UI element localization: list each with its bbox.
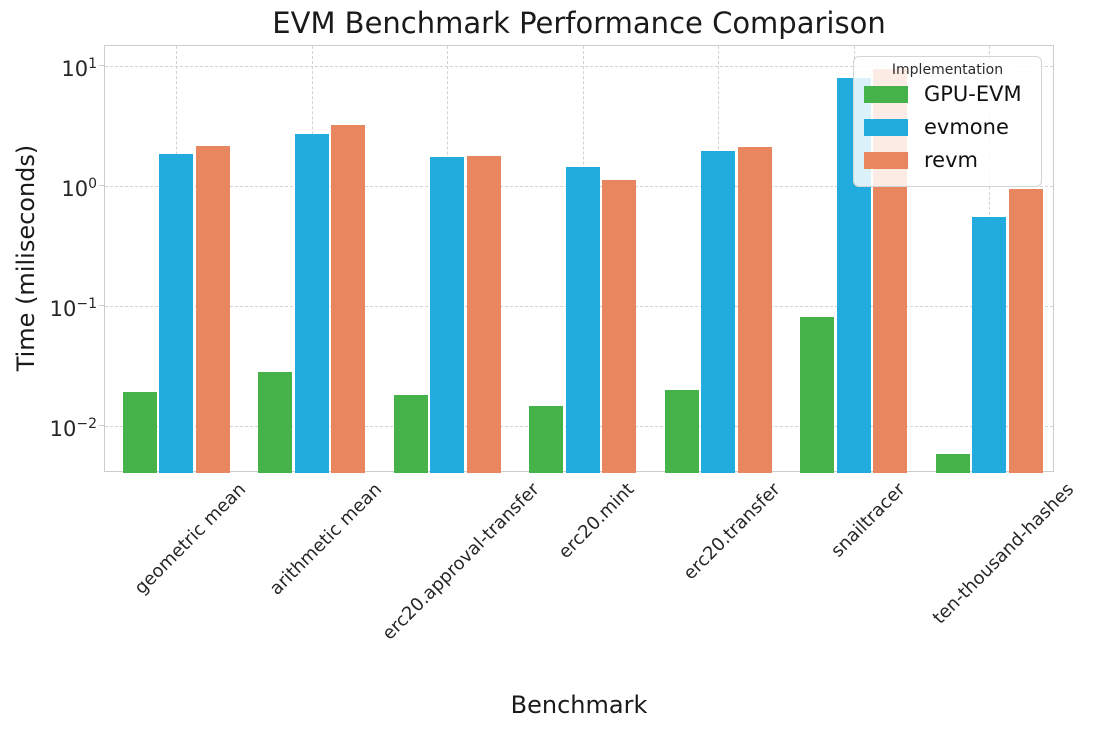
h-gridline (105, 66, 1053, 68)
y-tick-mark (99, 304, 104, 306)
y-tick-mark (99, 185, 104, 186)
x-axis-label: Benchmark (510, 691, 648, 719)
x-tick-label-geometric-mean: geometric mean (130, 479, 250, 599)
legend-item-gpu-evm: GPU-EVM (854, 78, 1041, 111)
legend-swatch-gpu-evm (864, 86, 908, 103)
legend-title: Implementation (891, 62, 1004, 78)
legend-label-evmone: evmone (924, 115, 1009, 139)
x-tick-label-snailtracer: snailtracer (826, 479, 910, 562)
y-tick-label: 10−1 (49, 295, 97, 321)
bar-gpu-evm-geometric-mean (122, 392, 157, 473)
bar-evmone-ten-thousand-hashes (972, 217, 1006, 473)
bar-revm-ten-thousand-hashes (1008, 188, 1043, 473)
x-tick-label-erc20-mint: erc20.mint (554, 479, 639, 563)
legend-label-revm: revm (924, 148, 978, 172)
y-tick-label: 100 (61, 176, 97, 201)
bar-gpu-evm-arithmetic-mean (258, 372, 292, 473)
y-tick-mark (99, 65, 104, 67)
bar-gpu-evm-erc20-transfer (664, 389, 699, 473)
bar-revm-geometric-mean (195, 146, 230, 473)
legend: Implementation GPU-EVM evmone revm (853, 56, 1042, 187)
bar-evmone-erc20-approval-transfer (430, 156, 464, 473)
chart-title: EVM Benchmark Performance Comparison (272, 6, 886, 40)
y-tick-label: 10−2 (49, 415, 97, 441)
bar-evmone-arithmetic-mean (294, 134, 329, 473)
legend-item-revm: revm (854, 144, 1041, 177)
x-tick-label-erc20-transfer: erc20.transfer (679, 479, 785, 585)
bar-gpu-evm-ten-thousand-hashes (935, 453, 970, 473)
bar-gpu-evm-snailtracer (800, 317, 834, 473)
x-tick-label-arithmetic-mean: arithmetic mean (265, 479, 386, 600)
x-tick-label-ten-thousand-hashes: ten-thousand-hashes (928, 479, 1078, 629)
bar-revm-erc20-mint (602, 180, 636, 473)
legend-item-evmone: evmone (854, 111, 1041, 144)
legend-swatch-evmone (864, 119, 908, 136)
bar-evmone-geometric-mean (159, 153, 193, 473)
bar-gpu-evm-erc20-mint (529, 406, 563, 473)
bar-evmone-erc20-transfer (701, 151, 735, 473)
legend-swatch-revm (864, 152, 908, 169)
y-tick-label: 101 (61, 56, 97, 82)
bar-evmone-erc20-mint (565, 167, 600, 473)
legend-label-gpu-evm: GPU-EVM (924, 82, 1022, 106)
bar-revm-erc20-approval-transfer (466, 155, 501, 473)
y-tick-mark (99, 424, 104, 426)
bar-revm-arithmetic-mean (331, 125, 365, 473)
bar-revm-erc20-transfer (737, 147, 772, 473)
x-tick-label-erc20-approval-transfer: erc20.approval-transfer (378, 479, 544, 645)
bar-gpu-evm-erc20-approval-transfer (393, 395, 428, 473)
